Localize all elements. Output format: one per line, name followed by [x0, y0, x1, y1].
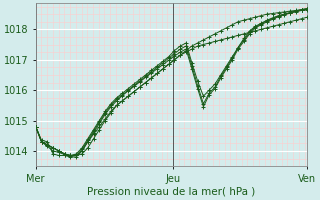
X-axis label: Pression niveau de la mer( hPa ): Pression niveau de la mer( hPa ) [87, 187, 256, 197]
